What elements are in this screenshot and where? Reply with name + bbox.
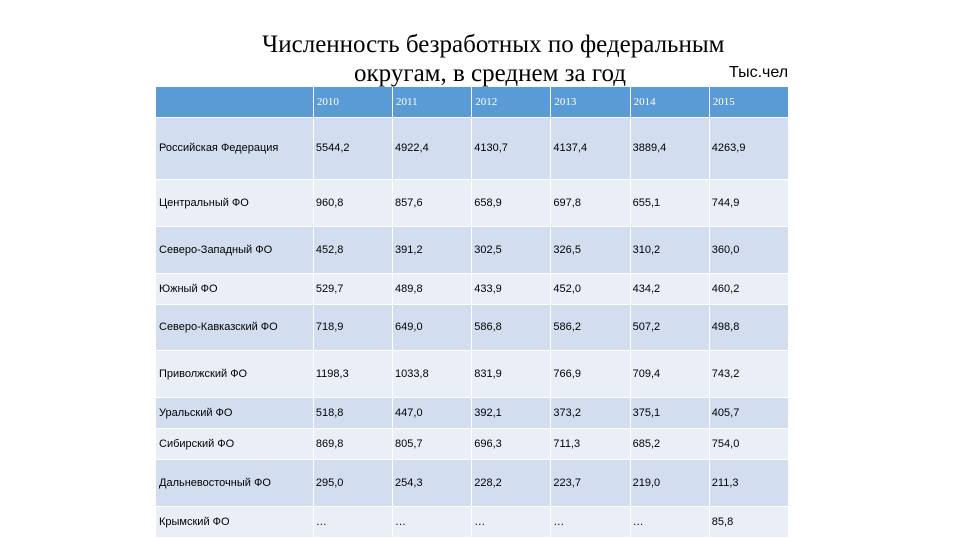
value-cell: 766,9 [550,349,631,397]
value-cell: 223,7 [550,458,631,506]
value-cell: 649,0 [392,303,473,350]
value-cell: 655,1 [630,178,710,226]
value-cell: 960,8 [313,178,394,226]
region-name-cell: Северо-Кавказский ФО [156,303,314,350]
table-row: Российская Федерация 5544,2 4922,4 4130,7 41… [156,116,790,179]
value-cell: 831,9 [471,349,552,397]
value-cell: 447,0 [392,396,473,428]
value-cell: 869,8 [313,427,394,459]
region-name-cell: Дальневосточный ФО [156,458,314,506]
value-cell: 452,0 [550,272,631,304]
table-row: Приволжский ФО 1198,3 1033,8 831,9 766,9 709,… [156,349,790,397]
value-cell: 302,5 [471,225,552,273]
value-cell: 1033,8 [392,349,473,397]
table-row: Центральный ФО 960,8 857,6 658,9 697,8 655,1 7… [156,178,790,226]
region-name-cell: Северо-Западный ФО [156,225,314,273]
header-cell-year: 2011 [392,87,473,117]
table-row: Дальневосточный ФО 295,0 254,3 228,2 223,7 21… [156,458,790,506]
title-line-2: округам, в среднем за год [354,60,627,87]
header-cell-year: 2013 [550,87,631,117]
value-cell: 4922,4 [392,116,473,179]
region-name-cell: Крымский ФО [156,505,314,537]
value-cell: 805,7 [392,427,473,459]
table-row: Северо-Западный ФО 452,8 391,2 302,5 326,5 31… [156,225,790,273]
value-cell: … [630,505,710,537]
value-cell: 392,1 [471,396,552,428]
value-cell: 326,5 [550,225,631,273]
value-cell: 685,2 [630,427,710,459]
unit-label: Тыс.чел [729,64,789,81]
value-cell: 373,2 [550,396,631,428]
table-body: Российская Федерация 5544,2 4922,4 4130,7 41… [156,116,790,537]
unemployment-table: 2010 2011 2012 2013 2014 2015 Российская… [156,87,790,537]
header-cell-year: 2012 [471,87,552,117]
value-cell: … [471,505,552,537]
value-cell: 219,0 [630,458,710,506]
header-cell-year: 2014 [630,87,710,117]
value-cell: 529,7 [313,272,394,304]
value-cell: 5544,2 [313,116,394,179]
table-row: Северо-Кавказский ФО 718,9 649,0 586,8 586,2… [156,303,790,350]
region-name-cell: Сибирский ФО [156,427,314,459]
value-cell: 391,2 [392,225,473,273]
title-line-1: Численность безработных по федеральным [262,31,725,58]
value-cell: 3889,4 [630,116,710,179]
value-cell: 85,8 [709,505,790,537]
value-cell: 295,0 [313,458,394,506]
value-cell: 4263,9 [709,116,790,179]
value-cell: 744,9 [709,178,790,226]
header-cell-year: 2010 [313,87,394,117]
region-name-cell: Приволжский ФО [156,349,314,397]
value-cell: 697,8 [550,178,631,226]
table-row: Южный ФО 529,7 489,8 433,9 452,0 434,2 460,2 [156,272,790,304]
value-cell: 743,2 [709,349,790,397]
value-cell: 857,6 [392,178,473,226]
value-cell: 489,8 [392,272,473,304]
value-cell: 754,0 [709,427,790,459]
table-row: Сибирский ФО 869,8 805,7 696,3 711,3 685,2 754… [156,427,790,459]
region-name-cell: Уральский ФО [156,396,314,428]
value-cell: … [392,505,473,537]
value-cell: 586,8 [471,303,552,350]
value-cell: 434,2 [630,272,710,304]
value-cell: 4130,7 [471,116,552,179]
region-name-cell: Южный ФО [156,272,314,304]
table-row: Уральский ФО 518,8 447,0 392,1 373,2 375,1 405… [156,396,790,428]
value-cell: 1198,3 [313,349,394,397]
value-cell: 254,3 [392,458,473,506]
header-cell-year: 2015 [709,87,790,117]
value-cell: 360,0 [709,225,790,273]
value-cell: 696,3 [471,427,552,459]
value-cell: 711,3 [550,427,631,459]
value-cell: 518,8 [313,396,394,428]
header-cell-empty [156,87,314,117]
value-cell: 709,4 [630,349,710,397]
value-cell: 228,2 [471,458,552,506]
value-cell: 310,2 [630,225,710,273]
value-cell: 211,3 [709,458,790,506]
value-cell: 498,8 [709,303,790,350]
value-cell: 433,9 [471,272,552,304]
table-row: Крымский ФО…………… 85,8 [156,505,790,537]
value-cell: 586,2 [550,303,631,350]
value-cell: 507,2 [630,303,710,350]
value-cell: 460,2 [709,272,790,304]
value-cell: 405,7 [709,396,790,428]
value-cell: 452,8 [313,225,394,273]
value-cell: … [313,505,394,537]
table-header-row: 2010 2011 2012 2013 2014 2015 [156,87,790,117]
value-cell: … [550,505,631,537]
value-cell: 4137,4 [550,116,631,179]
region-name-cell: Центральный ФО [156,178,314,226]
value-cell: 658,9 [471,178,552,226]
value-cell: 375,1 [630,396,710,428]
region-name-cell: Российская Федерация [156,116,314,179]
value-cell: 718,9 [313,303,394,350]
